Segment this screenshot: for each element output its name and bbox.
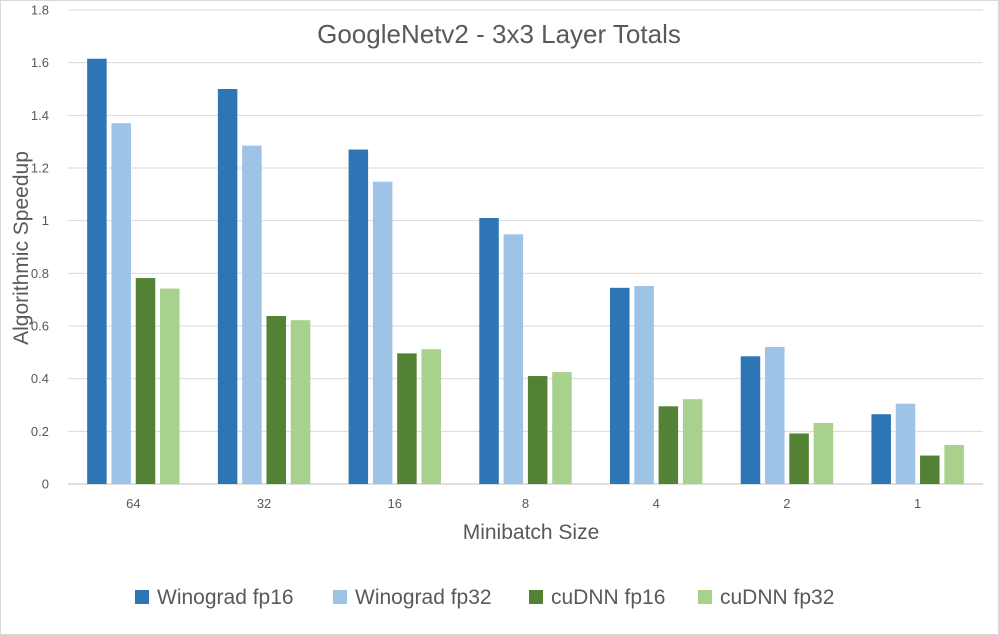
- chart-title: GoogleNetv2 - 3x3 Layer Totals: [317, 19, 681, 49]
- y-tick-label: 1.4: [31, 108, 49, 123]
- bar: [87, 58, 107, 484]
- bar: [789, 433, 809, 484]
- y-tick-label: 1.2: [31, 161, 49, 176]
- legend: Winograd fp16 Winograd fp32 cuDNN fp16 cuDN…: [135, 586, 834, 609]
- bar: [871, 414, 891, 484]
- x-tick-label: 64: [126, 496, 140, 511]
- legend-swatch: [529, 590, 543, 604]
- y-axis-ticks: 0 0.2 0.4 0.6 0.8 1 1.2 1.4 1.6 1.8: [31, 3, 49, 492]
- bar: [813, 422, 834, 484]
- bar: [348, 149, 369, 485]
- x-tick-label: 16: [388, 496, 402, 511]
- legend-label: cuDNN fp16: [551, 586, 665, 609]
- y-tick-label: 0.8: [31, 266, 49, 281]
- x-axis-ticks: 64 32 16 8 4 2 1: [126, 496, 921, 511]
- bar: [765, 347, 785, 484]
- legend-swatch: [333, 590, 347, 604]
- x-tick-label: 8: [522, 496, 529, 511]
- y-tick-label: 0.6: [31, 319, 49, 334]
- bar: [682, 399, 703, 484]
- bar: [740, 356, 761, 484]
- y-tick-label: 1.6: [31, 55, 49, 70]
- y-axis-title: Algorithmic Speedup: [10, 151, 33, 345]
- y-tick-label: 1: [42, 213, 49, 228]
- bar: [160, 288, 180, 484]
- legend-label: Winograd fp16: [157, 586, 294, 609]
- legend-swatch: [698, 590, 712, 604]
- bar: [479, 218, 499, 485]
- bar: [111, 123, 131, 484]
- bar: [503, 234, 524, 484]
- bar: [266, 315, 286, 484]
- legend-label: Winograd fp32: [355, 586, 492, 609]
- bar: [634, 285, 654, 484]
- bar: [610, 287, 630, 484]
- legend-label: cuDNN fp32: [720, 586, 834, 609]
- x-tick-label: 2: [783, 496, 790, 511]
- bar: [242, 145, 262, 484]
- bar: [658, 406, 679, 484]
- bar: [552, 372, 572, 484]
- y-tick-label: 1.8: [31, 3, 49, 18]
- x-tick-label: 1: [914, 496, 921, 511]
- bars: [87, 58, 964, 485]
- bar: [895, 403, 916, 484]
- y-tick-label: 0: [42, 477, 49, 492]
- x-axis-title: Minibatch Size: [463, 521, 600, 544]
- y-tick-label: 0.4: [31, 371, 49, 386]
- bar: [920, 455, 940, 484]
- bar: [397, 353, 417, 484]
- bar: [217, 89, 238, 484]
- bar: [421, 349, 441, 484]
- bar: [944, 445, 964, 484]
- bar: [135, 278, 156, 484]
- gridlines: [68, 9, 983, 485]
- bar: [372, 181, 393, 484]
- bar: [290, 320, 311, 484]
- x-tick-label: 4: [653, 496, 660, 511]
- bar: [527, 376, 548, 484]
- y-tick-label: 0.2: [31, 424, 49, 439]
- legend-swatch: [135, 590, 149, 604]
- x-tick-label: 32: [257, 496, 271, 511]
